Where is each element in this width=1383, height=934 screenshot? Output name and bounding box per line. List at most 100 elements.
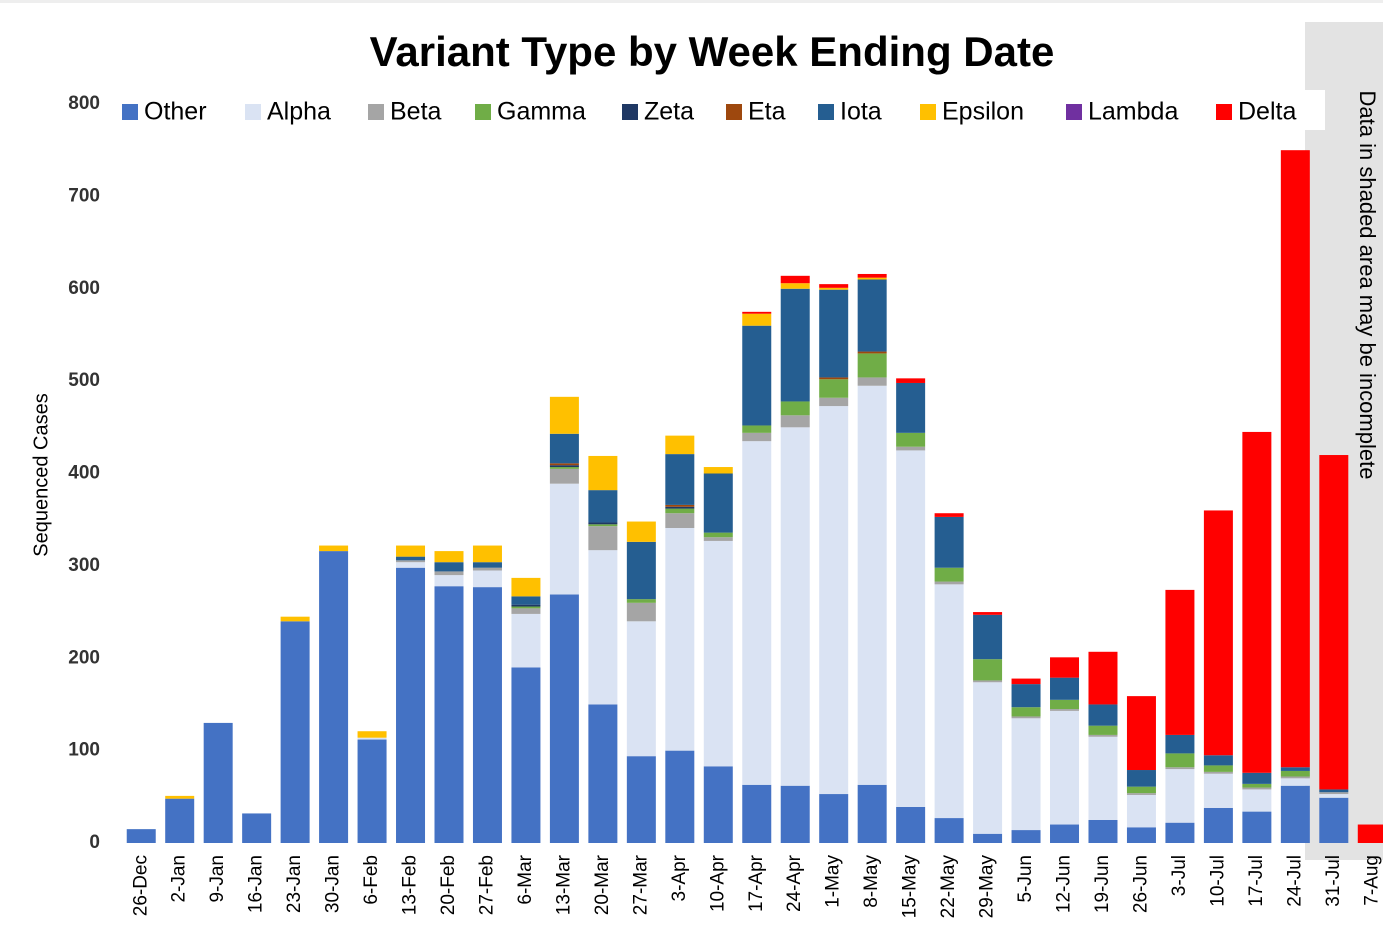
bar-segment (742, 311, 772, 314)
bar-segment (1088, 704, 1118, 726)
legend-label: Eta (748, 98, 786, 126)
bar-segment (626, 521, 656, 542)
legend-label: Beta (390, 98, 442, 126)
legend-swatch (245, 104, 261, 120)
x-tick-label: 30-Jan (323, 855, 344, 913)
top-border (0, 0, 1383, 3)
bar-segment (857, 385, 887, 785)
bar-segment (357, 731, 387, 738)
bar-segment (1050, 699, 1080, 710)
bar-segment (549, 465, 579, 468)
bar-segment (742, 784, 772, 843)
bar-segment (126, 829, 156, 843)
bar-segment (588, 524, 618, 527)
bar-segment (1242, 772, 1272, 784)
y-tick-label: 400 (68, 463, 100, 484)
bar-segment (703, 540, 733, 767)
bar-segment (242, 813, 272, 843)
bar-segment (1319, 789, 1349, 793)
x-tick-label: 5-Jun (1015, 855, 1036, 903)
bar-segment (973, 612, 1003, 615)
bar-segment (626, 599, 656, 603)
bar-segment (896, 382, 926, 433)
y-tick-label: 0 (89, 832, 100, 853)
bar-segment (665, 454, 695, 505)
legend-label: Delta (1238, 98, 1296, 126)
x-tick-label: 13-Feb (400, 855, 421, 915)
bar-segment (780, 288, 810, 402)
x-tick-label: 23-Jan (284, 855, 305, 913)
bar-segment (1088, 736, 1118, 820)
bar-segment (1280, 767, 1310, 771)
y-tick-label: 200 (68, 647, 100, 668)
y-tick-label: 300 (68, 555, 100, 576)
bar-segment (588, 455, 618, 491)
bar-segment (396, 545, 426, 557)
bar-segment (780, 401, 810, 416)
bar-segment (896, 450, 926, 807)
bar-segment (742, 313, 772, 326)
bar-segment (780, 275, 810, 284)
legend-swatch (818, 104, 834, 120)
bar-segment (1280, 778, 1310, 786)
bar-segment (1088, 651, 1118, 705)
x-tick-label: 1-May (823, 855, 844, 908)
x-tick-label: 26-Jun (1130, 855, 1151, 913)
y-tick-label: 500 (68, 370, 100, 391)
bar-segment (1280, 776, 1310, 779)
bar-segment (434, 551, 464, 563)
x-tick-label: 6-Mar (515, 854, 536, 904)
bar-segment (703, 766, 733, 843)
bar-segment (1050, 677, 1080, 700)
bar-segment (1126, 696, 1156, 771)
bar-segment (742, 441, 772, 785)
bar-segment (665, 508, 695, 514)
legend-swatch (1216, 104, 1232, 120)
y-tick-label: 800 (68, 93, 100, 114)
bar-segment (588, 522, 618, 525)
bar-segment (1126, 827, 1156, 843)
bar-segment (780, 427, 810, 786)
x-tick-label: 31-Jul (1323, 855, 1344, 907)
bar-segment (934, 581, 964, 585)
bar-segment (780, 283, 810, 289)
bar-segment (549, 483, 579, 595)
x-tick-label: 17-Jul (1246, 855, 1267, 907)
bar-segment (857, 273, 887, 278)
x-tick-label: 24-Jul (1284, 855, 1305, 907)
x-tick-label: 26-Dec (130, 855, 151, 916)
x-tick-label: 7-Aug (1361, 855, 1382, 906)
legend-label: Alpha (267, 98, 331, 126)
x-tick-label: 2-Jan (169, 855, 190, 903)
legend-swatch (920, 104, 936, 120)
bar-segment (1203, 773, 1233, 808)
bar-segment (1126, 770, 1156, 787)
bar-segment (472, 567, 502, 571)
legend-label: Iota (840, 98, 882, 126)
bar-segment (1011, 684, 1041, 708)
bar-segment (1011, 707, 1041, 717)
bar-segment (396, 560, 426, 563)
bar-segment (434, 571, 464, 576)
legend-label: Epsilon (942, 98, 1024, 126)
bar-segment (1011, 830, 1041, 843)
bar-segment (1050, 710, 1080, 825)
bar-segment (1203, 765, 1233, 772)
bar-segment (1126, 794, 1156, 828)
bar-segment (896, 806, 926, 843)
bar-segment (934, 584, 964, 819)
bar-segment (1165, 734, 1195, 754)
chart-title: Variant Type by Week Ending Date (370, 28, 1055, 75)
bar-segment (857, 784, 887, 843)
bar-segment (1165, 822, 1195, 843)
legend-label: Gamma (497, 98, 586, 126)
bar-segment (703, 467, 733, 474)
bar-segment (280, 621, 310, 843)
bar-segment (819, 284, 849, 288)
bar-segment (973, 833, 1003, 843)
bar-segment (1280, 785, 1310, 843)
x-tick-label: 24-Apr (784, 854, 805, 912)
bar-segment (742, 325, 772, 426)
legend-label: Zeta (644, 98, 694, 126)
